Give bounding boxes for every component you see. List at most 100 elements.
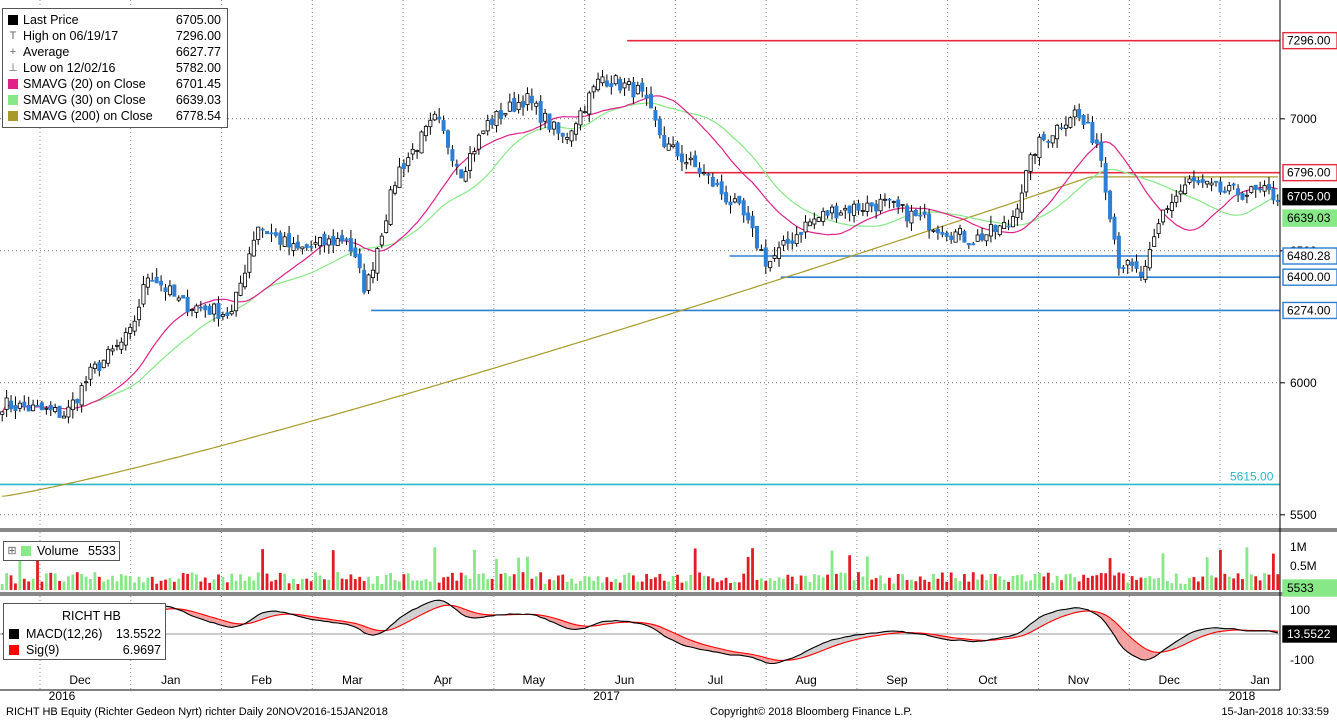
volume-bar	[954, 578, 957, 590]
candle-body	[1152, 236, 1157, 247]
candle-body	[1033, 154, 1038, 156]
macd-fill	[664, 628, 669, 639]
candle-body	[551, 121, 556, 130]
candle-body	[498, 110, 503, 119]
level-tag: 6400.00	[1287, 270, 1331, 284]
candle-body	[287, 233, 292, 248]
volume-tick-label: 0.5M	[1290, 559, 1317, 573]
month-label: Oct	[978, 673, 997, 687]
candle-body	[569, 130, 574, 142]
volume-bar	[1073, 577, 1077, 590]
candle-body	[1028, 154, 1033, 172]
volume-bar	[1082, 574, 1085, 590]
volume-bar	[592, 580, 596, 590]
volume-tick-label: 1M	[1290, 540, 1307, 554]
level-lines	[0, 39, 1280, 486]
volume-bar	[945, 581, 949, 590]
candle-body	[560, 132, 565, 137]
volume-bar	[340, 578, 344, 590]
volume-bar	[75, 572, 79, 590]
candle-body	[1240, 192, 1245, 200]
level-tag-box	[1282, 247, 1337, 265]
candle-body	[1244, 194, 1249, 197]
volume-bar	[631, 575, 635, 590]
volume-bar	[583, 575, 587, 590]
macd-fill	[262, 611, 268, 620]
candle-body	[1077, 108, 1082, 118]
volume-bar	[689, 574, 693, 590]
volume-bar	[31, 578, 35, 590]
candle-body	[203, 305, 208, 311]
volume-bar	[265, 573, 269, 590]
macd-tick-label: -100	[1290, 653, 1314, 667]
candle-body	[1121, 267, 1126, 270]
candle-body	[1169, 202, 1174, 211]
volume-swatch	[21, 546, 31, 556]
candle-body	[247, 253, 252, 273]
candle-body	[401, 163, 406, 170]
volume-bar	[172, 581, 176, 590]
macd-fill	[403, 612, 409, 624]
volume-bar	[71, 574, 75, 590]
volume-bar	[1099, 573, 1103, 590]
volume-bar	[1188, 578, 1191, 590]
volume-bar	[371, 583, 375, 590]
volume-bar	[18, 553, 22, 590]
candle-body	[31, 404, 36, 412]
macd-tag: 13.5522	[1287, 627, 1331, 641]
macd-fill	[439, 600, 444, 607]
candle-body	[410, 148, 415, 155]
volume-bar	[587, 576, 591, 590]
level-tag-box	[1282, 301, 1337, 320]
volume-bar	[905, 580, 909, 590]
volume-bar	[645, 574, 649, 590]
candle-body	[406, 157, 411, 167]
macd-fill	[576, 624, 581, 630]
volume-bar	[556, 575, 560, 590]
volume-bar	[649, 579, 653, 590]
candle-body	[1059, 127, 1064, 130]
volume-bar	[283, 573, 287, 590]
volume-bar	[1121, 573, 1125, 590]
candle-body	[0, 411, 5, 415]
volume-bar	[561, 574, 565, 590]
macd-fill	[836, 638, 841, 646]
volume-bar	[720, 580, 724, 590]
volume-bar	[949, 572, 953, 590]
volume-bars	[0, 528, 1337, 596]
macd-fill	[695, 641, 700, 650]
legend-label: Average	[23, 45, 70, 59]
month-label: Feb	[251, 673, 272, 687]
level-tag: 6274.00	[1287, 303, 1331, 317]
volume-bar	[486, 579, 490, 590]
candle-body	[657, 118, 662, 136]
candle-body	[675, 142, 680, 157]
candle-body	[44, 407, 49, 410]
volume-bar	[1029, 580, 1033, 590]
year-label: 2017	[593, 689, 620, 703]
volume-bar	[420, 580, 423, 590]
candle-body	[220, 314, 225, 317]
volume-bar	[552, 580, 556, 590]
candle-body	[194, 305, 199, 313]
macd-fill	[395, 618, 400, 629]
volume-bar	[636, 581, 640, 590]
candle-body	[207, 305, 212, 315]
candle-body	[688, 157, 693, 161]
volume-bar	[1007, 581, 1010, 590]
volume-bar	[243, 580, 247, 590]
volume-bar	[596, 576, 600, 590]
candle-body	[189, 309, 194, 311]
volume-bar	[857, 572, 860, 590]
volume-bar	[804, 575, 807, 590]
candle-body	[1222, 190, 1227, 193]
candle-body	[1227, 185, 1232, 192]
candle-body	[574, 123, 579, 135]
candle-body	[860, 210, 865, 212]
volume-bar	[199, 581, 203, 590]
macd-fill	[372, 629, 378, 636]
candle-body	[913, 209, 918, 216]
candle-body	[587, 92, 592, 115]
volume-bar	[177, 578, 181, 590]
volume-bar	[861, 576, 865, 590]
